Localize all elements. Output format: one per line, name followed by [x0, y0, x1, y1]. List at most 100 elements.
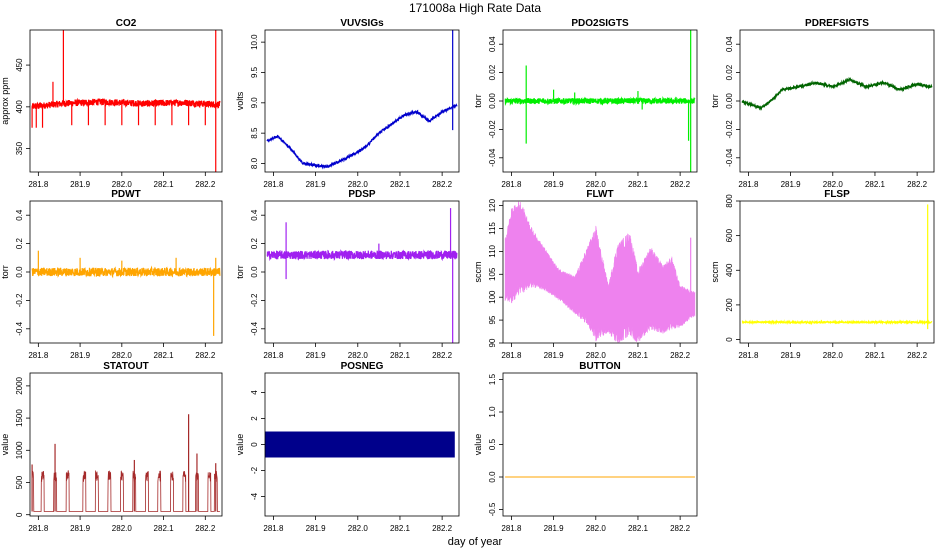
x-tick-label: 281.8: [501, 351, 522, 360]
panel-frame: [264, 200, 460, 344]
y-axis-label: value: [0, 434, 10, 456]
x-tick-label: 281.8: [263, 180, 284, 189]
panel-flwt: FLWT 281.8 281.9 282.0 282.1 282.2 90 95 100 105 1…: [473, 189, 698, 360]
x-tick-label: 281.9: [70, 351, 91, 360]
y-tick-label: 8.0: [250, 157, 259, 169]
y-tick-label: 9.5: [250, 66, 259, 78]
y-tick-label: 0.04: [488, 36, 497, 52]
x-tick-label: 281.8: [738, 180, 759, 189]
y-tick-label: 0.02: [725, 64, 734, 80]
plot-area: [504, 201, 696, 343]
x-tick-label: 281.8: [263, 351, 284, 360]
panel-statout: STATOUT 281.8 281.9 282.0 282.1 282.2 0 500 1000…: [0, 361, 223, 533]
y-tick-label: 1.0: [488, 406, 497, 418]
y-axis-label: torr: [235, 265, 245, 279]
y-tick-label: 0.02: [488, 64, 497, 80]
y-tick-label: 400: [725, 263, 734, 277]
plot-area: [31, 414, 220, 512]
series-line: [741, 319, 933, 326]
x-tick-label: 282.1: [390, 524, 411, 533]
panel-co2: CO2 281.8 281.9 282.0 282.1 282.2 350 400 450 app…: [0, 18, 223, 189]
y-tick-label: 90: [488, 338, 497, 347]
x-tick-label: 282.1: [628, 524, 649, 533]
x-tick-label: 281.9: [306, 180, 327, 189]
x-tick-label: 281.9: [781, 180, 802, 189]
x-tick-label: 282.2: [907, 351, 928, 360]
plot-area: [266, 30, 458, 170]
y-tick-label: 9.0: [250, 97, 259, 109]
y-tick-label: 450: [15, 58, 24, 72]
y-axis-label: approx ppm: [0, 77, 10, 125]
y-axis-label: torr: [710, 94, 720, 108]
y-tick-label: -0.4: [250, 321, 259, 335]
y-tick-label: 0.04: [725, 36, 734, 52]
panel-button: BUTTON 281.8 281.9 282.0 282.1 282.2 -0.5 0.0 0.…: [473, 361, 698, 533]
y-tick-label: 0: [250, 442, 259, 447]
x-tick-label: 281.9: [544, 180, 565, 189]
plot-area: [31, 30, 221, 172]
y-tick-label: 600: [725, 228, 734, 242]
panel-pdsp: PDSP 281.8 281.9 282.0 282.1 282.2 -0.4 -0.2 0.0…: [235, 189, 460, 360]
y-tick-label: 0.4: [15, 209, 24, 221]
y-tick-label: 8.5: [250, 127, 259, 139]
y-tick-label: -0.02: [488, 120, 497, 139]
panel-title: PDO2SIGTS: [571, 18, 629, 29]
y-tick-label: 0.4: [250, 209, 259, 221]
x-tick-label: 282.2: [670, 524, 691, 533]
panel-pdrefsigts: PDREFSIGTS 281.8 281.9 282.0 282.1 282.2 -0.04…: [710, 18, 935, 189]
y-tick-label: 105: [488, 267, 497, 281]
y-tick-label: 200: [725, 298, 734, 312]
x-tick-label: 282.1: [154, 351, 175, 360]
y-tick-label: 0.00: [725, 93, 734, 109]
series-line: [31, 265, 221, 279]
x-tick-label: 282.1: [628, 351, 649, 360]
panel-frame: [502, 200, 698, 344]
x-tick-label: 281.8: [738, 351, 759, 360]
y-tick-label: 115: [488, 222, 497, 235]
panel-title: POSNEG: [341, 361, 384, 372]
panel-pdwt: PDWT 281.8 281.9 282.0 282.1 282.2 -0.4 -0.2 0.0…: [0, 189, 223, 360]
figure-title: 171008a High Rate Data: [409, 1, 541, 15]
y-tick-label: 2000: [15, 376, 24, 394]
x-tick-label: 282.1: [865, 351, 886, 360]
x-tick-label: 282.0: [348, 351, 369, 360]
x-tick-label: 282.0: [586, 524, 607, 533]
panel-pdo2sigts: PDO2SIGTS 281.8 281.9 282.0 282.1 282.2 -0.04 -…: [473, 18, 698, 189]
x-tick-label: 281.9: [306, 351, 327, 360]
plot-area: [741, 204, 933, 330]
y-axis-label: value: [235, 434, 245, 456]
plot-area: [31, 250, 221, 336]
y-axis-label: torr: [0, 265, 10, 279]
x-tick-label: 281.8: [28, 180, 49, 189]
y-tick-label: 120: [488, 198, 497, 212]
x-tick-label: 281.8: [501, 524, 522, 533]
y-tick-label: 0.2: [15, 237, 24, 249]
y-tick-label: -0.02: [725, 120, 734, 139]
y-tick-label: -0.2: [250, 293, 259, 307]
y-tick-label: -0.04: [488, 148, 497, 167]
y-tick-label: 95: [488, 315, 497, 324]
y-tick-label: -0.2: [15, 293, 24, 307]
panel-title: VUVSIGs: [340, 18, 384, 29]
x-tick-label: 281.9: [544, 351, 565, 360]
y-axis-label: sccm: [710, 262, 720, 283]
y-tick-label: 0.00: [488, 93, 497, 109]
y-tick-label: 0: [725, 337, 734, 342]
y-tick-label: 500: [15, 475, 24, 489]
panel-title: FLSP: [824, 189, 850, 200]
y-tick-label: -2: [250, 466, 259, 474]
y-axis-label: volts: [235, 91, 245, 110]
x-tick-label: 281.8: [28, 351, 49, 360]
y-tick-label: 4: [250, 390, 259, 395]
series-line: [266, 249, 458, 262]
y-tick-label: -0.4: [15, 321, 24, 335]
x-tick-label: 282.1: [154, 180, 175, 189]
y-tick-label: 10.0: [250, 34, 259, 50]
y-tick-label: 400: [15, 100, 24, 114]
plot-area: [504, 30, 696, 172]
y-tick-label: 800: [725, 194, 734, 208]
x-tick-label: 282.2: [432, 524, 453, 533]
plot-area: [265, 431, 455, 458]
y-axis-label: value: [473, 434, 483, 456]
x-tick-label: 282.0: [586, 351, 607, 360]
